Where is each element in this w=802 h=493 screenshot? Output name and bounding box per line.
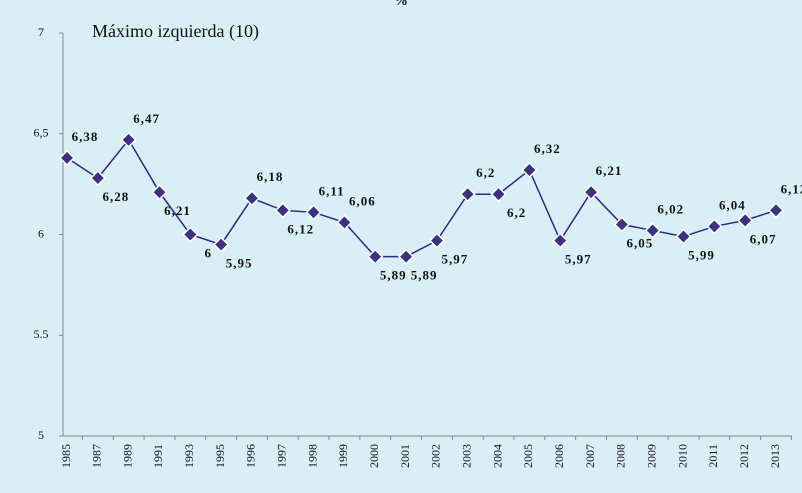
x-tick-label: 1993 bbox=[182, 444, 196, 468]
value-label: 6,21 bbox=[164, 203, 191, 218]
x-tick-label: 1998 bbox=[305, 444, 319, 468]
y-tick-label: 6 bbox=[38, 226, 44, 240]
marker bbox=[120, 131, 137, 148]
value-label: 6,32 bbox=[534, 141, 561, 156]
x-tick-label: 2004 bbox=[490, 444, 504, 468]
value-label: 6,47 bbox=[133, 111, 160, 126]
marker bbox=[521, 161, 538, 179]
x-tick-label: 2006 bbox=[552, 444, 566, 468]
value-label: 6,04 bbox=[719, 197, 746, 212]
value-label: 6,12 bbox=[287, 221, 314, 236]
x-tick-label: 2000 bbox=[367, 444, 381, 468]
value-label: 6 bbox=[205, 245, 213, 260]
x-tick-label: 2007 bbox=[583, 444, 597, 468]
y-tick-label: 5.5 bbox=[34, 327, 49, 341]
marker bbox=[274, 202, 291, 219]
marker bbox=[644, 222, 661, 239]
annotation: Máximo izquierda (10) bbox=[92, 21, 259, 42]
x-tick-label: 2010 bbox=[675, 444, 689, 468]
x-tick-label: 1999 bbox=[336, 444, 350, 468]
x-tick-label: 2009 bbox=[644, 444, 658, 468]
x-tick-label: 2002 bbox=[429, 444, 443, 468]
marker bbox=[151, 184, 168, 201]
marker bbox=[398, 248, 415, 265]
marker bbox=[675, 228, 692, 245]
y-tick-label: 5 bbox=[38, 428, 44, 442]
x-tick-label: 2001 bbox=[398, 444, 412, 468]
marker bbox=[213, 236, 230, 253]
y-tick-label: 7 bbox=[38, 25, 44, 39]
value-label: 6,12 bbox=[781, 181, 802, 196]
value-label: 6,2 bbox=[476, 165, 495, 180]
x-tick-label: 1996 bbox=[244, 444, 258, 468]
value-label: 6,2 bbox=[507, 205, 526, 220]
x-tick-label: 2012 bbox=[737, 444, 751, 468]
x-tick-label: 1987 bbox=[90, 444, 104, 468]
x-tick-label: 2003 bbox=[459, 444, 473, 468]
x-tick-label: 2008 bbox=[614, 444, 628, 468]
value-label: 6,02 bbox=[657, 201, 684, 216]
marker bbox=[367, 248, 384, 265]
x-tick-label: 1997 bbox=[275, 444, 289, 468]
marker bbox=[706, 218, 723, 235]
marker bbox=[305, 204, 322, 221]
value-label: 5,89 bbox=[411, 268, 438, 283]
value-label: 5,99 bbox=[688, 247, 715, 262]
value-label: 6,21 bbox=[596, 163, 623, 178]
marker bbox=[767, 202, 785, 219]
value-label: 5,89 bbox=[380, 268, 407, 283]
marker bbox=[459, 186, 476, 203]
value-label: 5,97 bbox=[565, 252, 592, 267]
marker bbox=[613, 216, 630, 233]
marker bbox=[89, 170, 106, 187]
value-label: 5,97 bbox=[442, 252, 469, 267]
marker bbox=[490, 186, 507, 203]
value-label: 6,18 bbox=[257, 169, 284, 184]
value-label: 6,06 bbox=[349, 193, 376, 208]
x-tick-label: 2005 bbox=[521, 444, 535, 468]
marker bbox=[336, 214, 353, 231]
marker bbox=[58, 149, 76, 166]
x-tick-label: 2011 bbox=[706, 444, 720, 468]
value-label: 6,07 bbox=[750, 231, 777, 246]
value-label: 6,28 bbox=[102, 189, 129, 204]
y-tick-label: 6,5 bbox=[34, 126, 49, 140]
value-label: 6,38 bbox=[72, 129, 99, 144]
x-tick-label: 1985 bbox=[59, 444, 73, 468]
x-tick-label: 2013 bbox=[768, 444, 782, 468]
marker bbox=[243, 190, 261, 207]
marker bbox=[582, 184, 600, 201]
x-tick-label: 1989 bbox=[120, 444, 134, 468]
marker bbox=[552, 232, 569, 249]
marker bbox=[428, 232, 445, 249]
marker bbox=[182, 226, 199, 243]
chart-title: % bbox=[394, 0, 408, 9]
value-label: 6,11 bbox=[319, 183, 345, 198]
marker bbox=[737, 212, 754, 229]
x-tick-label: 1995 bbox=[213, 444, 227, 468]
value-label: 6,05 bbox=[626, 235, 653, 250]
x-tick-label: 1991 bbox=[151, 444, 165, 468]
value-label: 5,95 bbox=[226, 256, 253, 271]
